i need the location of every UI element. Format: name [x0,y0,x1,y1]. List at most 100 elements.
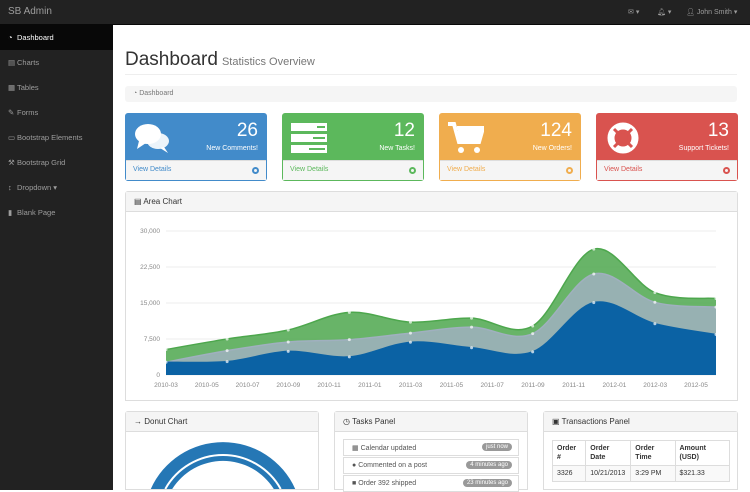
transactions-panel: ▣ Transactions Panel Order # Order Date Or… [543,411,738,490]
data-point[interactable] [653,291,657,295]
x-tick-label: 2010-05 [195,382,219,389]
x-tick-label: 2011-01 [358,382,382,389]
tasks-panel: ◷ Tasks Panel ▦ Calendar updated just now… [334,411,528,492]
sidebar-item-forms[interactable]: ✎ Forms [0,100,113,125]
data-point[interactable] [225,349,229,353]
money-icon: ▣ [552,417,562,426]
view-details-link[interactable]: View Details [283,160,423,180]
data-point[interactable] [714,333,718,337]
stat-card: 124 New Orders! View Details [439,113,581,181]
x-tick-label: 2012-03 [643,382,667,389]
data-point[interactable] [347,338,351,342]
data-point[interactable] [286,340,290,344]
data-point[interactable] [286,349,290,353]
table-cell: 10/21/2013 [585,465,632,482]
messages-dropdown[interactable]: ✉ ▾ [628,9,640,16]
sidebar-item-bootstrap-elements[interactable]: ▭ Bootstrap Elements [0,125,113,150]
data-point[interactable] [408,320,412,324]
data-point[interactable] [164,360,168,364]
transactions-table: Order # Order Date Order Time Amount (USD) 3… [551,440,730,482]
data-point[interactable] [470,346,474,350]
sidebar-item-label: Bootstrap Elements [17,133,83,142]
view-details-text: View Details [447,166,486,173]
sidebar-item-label: Forms [17,108,39,117]
y-tick-label: 30,000 [140,228,160,235]
data-point[interactable] [286,328,290,332]
user-dropdown[interactable]: 👤︎ John Smith ▾ [686,9,738,16]
data-point[interactable] [470,316,474,320]
panel-title: Area Chart [143,197,183,206]
sidebar-item-tables[interactable]: ▦ Tables [0,75,113,100]
data-point[interactable] [592,301,596,305]
data-point[interactable] [653,322,657,326]
alerts-dropdown[interactable]: 🔔︎ ▾ [657,9,672,16]
panel-title: Tasks Panel [352,417,396,426]
view-details-link[interactable]: View Details [440,160,580,180]
dashboard-icon: ◔ [133,90,140,97]
column-header: Amount (USD) [674,440,730,466]
sidebar-item-blank-page[interactable]: ▮ Blank Page [0,200,113,225]
task-text: Calendar updated [360,445,417,452]
data-point[interactable] [408,331,412,335]
data-point[interactable] [531,332,535,336]
shopping-cart-icon [448,122,486,154]
x-tick-label: 2012-01 [603,382,627,389]
data-point[interactable] [714,305,718,309]
bell-icon: 🔔︎ [657,9,666,16]
data-point[interactable] [653,300,657,304]
x-tick-label: 2010-03 [154,382,178,389]
donut-segment[interactable] [150,442,296,489]
data-point[interactable] [531,324,535,328]
truck-icon: ■ [352,480,359,487]
table-row: 3326 10/21/2013 3:29 PM $321.33 [551,465,730,482]
data-point[interactable] [408,340,412,344]
arrow-circle-right-icon [566,167,573,174]
data-point[interactable] [347,355,351,359]
area-series-0 [166,301,716,375]
sidebar-item-dashboard[interactable]: ◔ Dashboard [0,25,113,50]
data-point[interactable] [347,310,351,314]
task-item[interactable]: ▦ Calendar updated just now [343,439,519,456]
sidebar-item-label: Bootstrap Grid [17,158,66,167]
arrow-circle-right-icon [723,167,730,174]
data-point[interactable] [714,297,718,301]
stat-label: New Comments! [206,145,258,152]
task-item[interactable]: ● Commented on a post 4 minutes ago [343,457,519,474]
data-point[interactable] [470,325,474,329]
support-icon [605,122,641,154]
sidebar-item-label: Tables [17,83,39,92]
data-point[interactable] [592,247,596,251]
sidebar-item-dropdown[interactable]: ↕ Dropdown ▾ [0,175,113,200]
page-title-text: Dashboard [125,49,218,70]
series-line-2 [165,248,717,351]
calendar-icon: ▦ [352,445,361,452]
stat-card-body: 26 New Comments! [126,114,266,160]
sidebar-item-label: Charts [17,58,40,67]
x-tick-label: 2011-09 [521,382,545,389]
bar-chart-icon: ▤ [8,58,16,67]
sidebar-item-charts[interactable]: ▤ Charts [0,50,113,75]
arrows-v-icon: ↕ [8,183,12,192]
view-details-text: View Details [604,166,643,173]
data-point[interactable] [592,272,596,276]
y-tick-label: 15,000 [140,300,160,307]
task-item[interactable]: ■ Order 392 shipped 23 minutes ago [343,475,519,492]
panel-heading: ▤ Area Chart [126,192,737,212]
view-details-link[interactable]: View Details [126,160,266,180]
view-details-link[interactable]: View Details [597,160,737,180]
y-tick-label: 7,500 [144,336,161,343]
data-point[interactable] [225,360,229,364]
data-point[interactable] [164,347,168,351]
stat-count: 13 [707,120,729,141]
brand-link[interactable]: SB Admin [8,6,52,17]
panel-heading: → Donut Chart [126,412,318,432]
y-tick-label: 0 [156,372,160,379]
sidebar-item-label: Dashboard [17,33,54,42]
arrow-circle-right-icon [252,167,259,174]
sidebar-item-bootstrap-grid[interactable]: ⚒ Bootstrap Grid [0,150,113,175]
panel-heading: ◷ Tasks Panel [335,412,527,432]
table-cell: $321.33 [674,465,730,482]
data-point[interactable] [225,337,229,341]
envelope-icon: ✉ [628,9,634,16]
data-point[interactable] [531,350,535,354]
